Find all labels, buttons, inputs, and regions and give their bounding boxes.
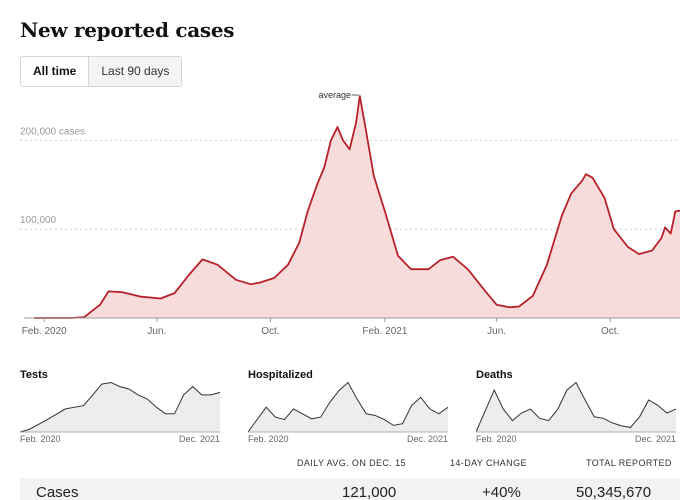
tests-chart-title: Tests <box>20 369 48 381</box>
mini-x-tick-end: Dec. 2021 <box>179 434 220 444</box>
x-tick-label: Oct. <box>601 326 619 337</box>
y-tick-label: 100,000 <box>20 215 57 226</box>
mini-x-tick-start: Feb. 2020 <box>248 434 289 444</box>
mini-x-tick-start: Feb. 2020 <box>476 434 517 444</box>
cases-daily-avg: 121,000 <box>342 484 397 500</box>
mini-x-tick-start: Feb. 2020 <box>20 434 61 444</box>
annotation-label-line2: average <box>319 92 352 100</box>
deaths-chart-title: Deaths <box>476 369 513 381</box>
cases-14-day-change: +40% <box>482 484 521 500</box>
page-title: New reported cases <box>20 18 235 42</box>
x-tick-label: Jun. <box>487 326 506 337</box>
mini-x-tick-end: Dec. 2021 <box>635 434 676 444</box>
x-tick-label: Oct. <box>261 326 279 337</box>
tab-last-90-days[interactable]: Last 90 days <box>89 57 182 86</box>
mini-series-line <box>476 381 677 433</box>
table-row <box>20 478 680 500</box>
x-tick-label: Feb. 2020 <box>22 326 67 337</box>
tab-all-time[interactable]: All time <box>21 57 90 86</box>
row-label-cases: Cases <box>36 484 79 500</box>
mini-area-fill <box>248 382 448 432</box>
mini-series-line <box>20 381 221 433</box>
deaths-mini-chart: Feb. 2020 Dec. 2021 Deaths <box>476 366 686 446</box>
header-daily-avg: DAILY AVG. ON DEC. 15 <box>297 458 406 468</box>
mini-area-fill <box>20 382 220 432</box>
x-tick-label: Jun. <box>147 326 166 337</box>
time-range-toggle: All time Last 90 days <box>20 56 183 87</box>
mini-x-tick-end: Dec. 2021 <box>407 434 448 444</box>
mini-area-fill <box>476 382 676 432</box>
hospitalized-mini-chart: Feb. 2020 Dec. 2021 Hospitalized <box>248 366 458 446</box>
mini-series-line <box>248 381 449 433</box>
y-tick-label: 200,000 cases <box>20 126 85 137</box>
header-total-reported: TOTAL REPORTED <box>586 458 672 468</box>
tests-mini-chart: Feb. 2020 Dec. 2021 Tests <box>20 366 230 446</box>
cases-total-reported: 50,345,670 <box>576 484 652 500</box>
header-14-day-change: 14-DAY CHANGE <box>450 458 527 468</box>
hospitalized-chart-title: Hospitalized <box>248 369 313 381</box>
cases-area-fill <box>34 96 680 318</box>
main-cases-chart: 100,000 200,000 cases Feb. 2020 Jun. Oct. Feb… <box>20 92 681 337</box>
cases-7-day-average-line <box>34 95 681 319</box>
x-tick-label: Feb. 2021 <box>362 326 407 337</box>
